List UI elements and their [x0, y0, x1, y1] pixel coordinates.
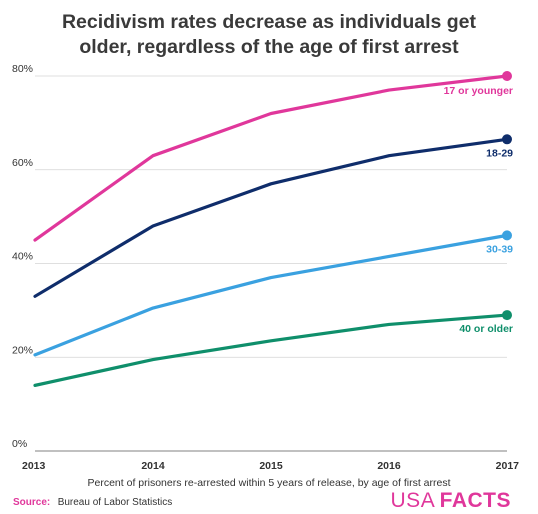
x-tick-label-2013: 2013	[22, 460, 46, 472]
y-tick-label-60: 60%	[12, 157, 33, 169]
series-endpoints	[502, 71, 512, 321]
series-line-0	[33, 74, 509, 242]
series-lines	[33, 74, 509, 387]
source-label: Source:	[13, 497, 50, 508]
x-tick-label-2014: 2014	[141, 460, 165, 472]
x-tick-label-2017: 2017	[496, 460, 520, 472]
logo-text-light: USA	[391, 489, 436, 512]
x-tick-label-2015: 2015	[259, 460, 283, 472]
series-label-3: 40 or older	[459, 323, 513, 335]
y-axis-tick-labels: 0% 20% 40% 60% 80%	[12, 63, 33, 450]
source-line: Source: Bureau of Labor Statistics	[13, 492, 172, 509]
series-endpoint-1	[502, 134, 512, 145]
x-tick-label-2016: 2016	[377, 460, 401, 472]
series-label-2: 30-39	[486, 243, 513, 255]
y-tick-label-20: 20%	[12, 344, 33, 356]
series-endpoint-3	[502, 310, 512, 321]
series-line-2	[33, 233, 509, 357]
series-line-3	[33, 313, 509, 387]
series-label-0: 17 or younger	[444, 85, 513, 97]
chart-title-line-2: older, regardless of the age of first ar…	[79, 36, 459, 58]
series-line-1	[33, 137, 509, 298]
gridlines	[35, 75, 507, 452]
logo-text-bold: FACTS	[440, 489, 511, 512]
usafacts-logo: USA FACTS	[391, 489, 511, 512]
x-axis-label: Percent of prisoners re-arrested within …	[88, 477, 451, 489]
y-tick-label-80: 80%	[12, 63, 33, 75]
series-endpoint-0	[502, 71, 512, 81]
series-labels: 17 or younger 18-29 30-39 40 or older	[444, 85, 514, 335]
source-value: Bureau of Labor Statistics	[58, 497, 173, 508]
y-tick-label-40: 40%	[12, 251, 33, 263]
y-tick-label-0: 0%	[12, 438, 27, 450]
series-label-1: 18-29	[486, 147, 513, 159]
x-axis-tick-labels: 2013 2014 2015 2016 2017	[22, 460, 519, 472]
chart-title-line-1: Recidivism rates decrease as individuals…	[62, 11, 477, 33]
series-endpoint-2	[502, 230, 512, 241]
